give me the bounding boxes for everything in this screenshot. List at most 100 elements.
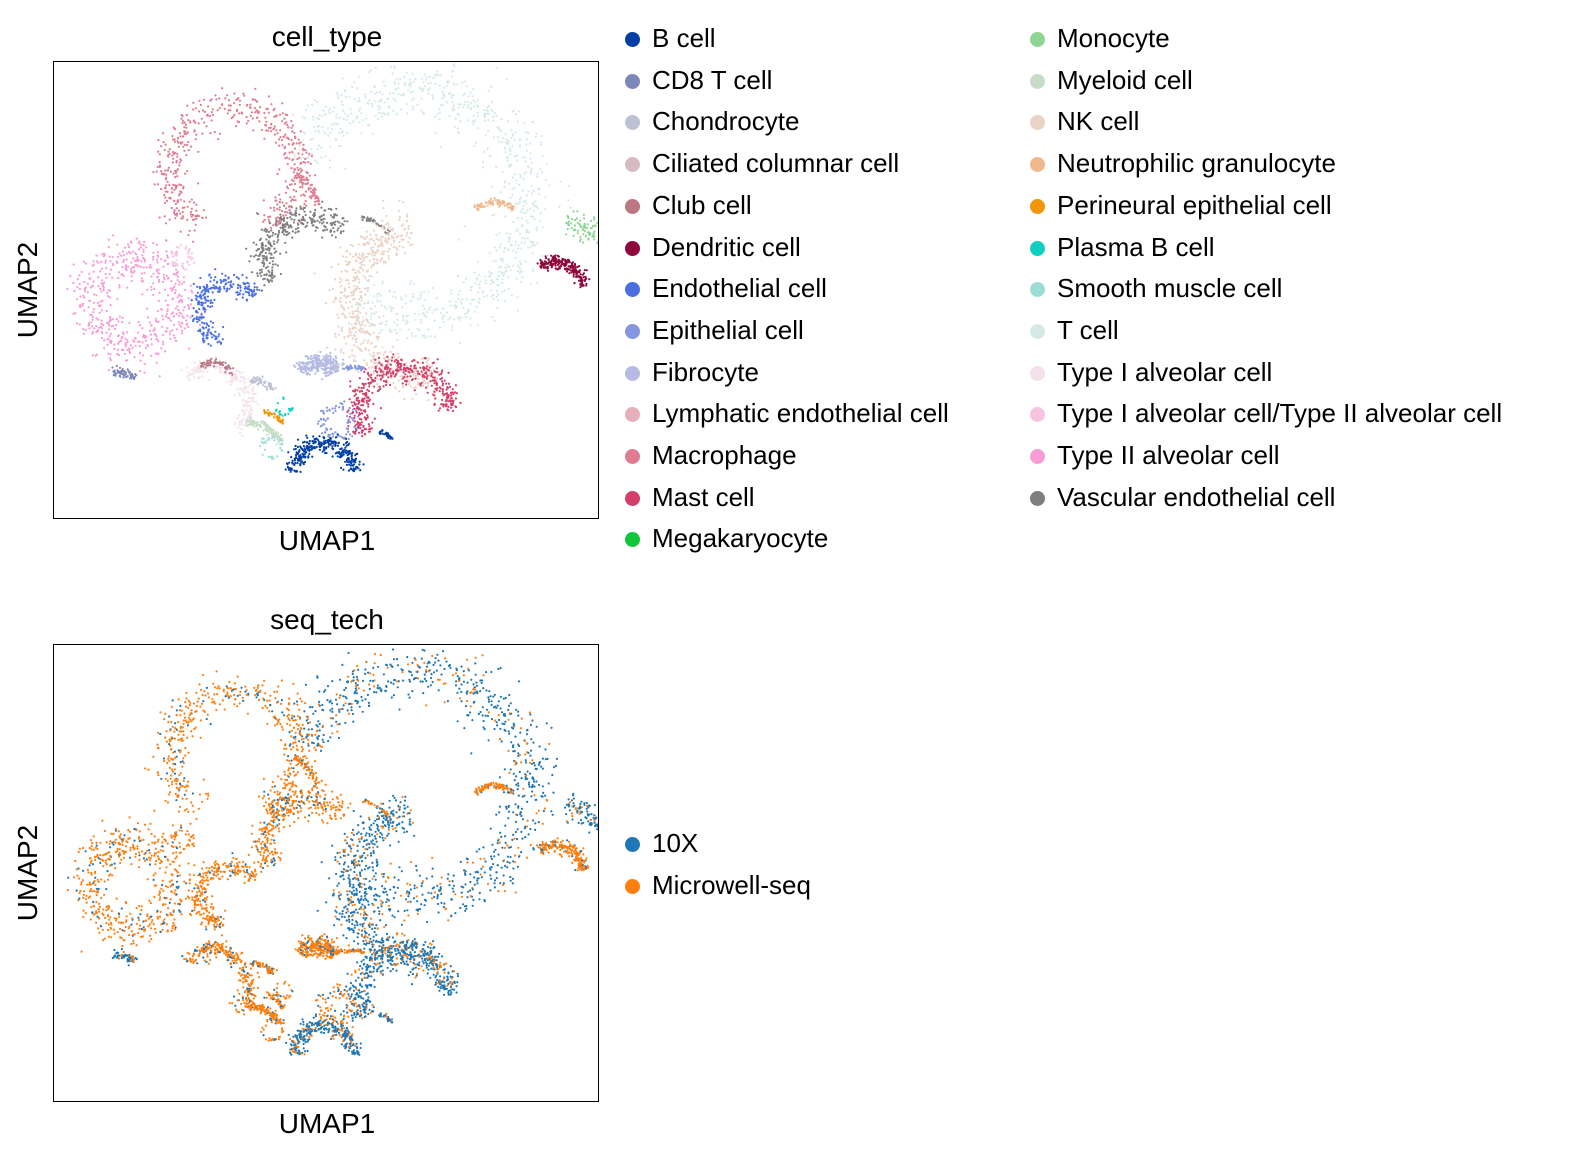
- data-point: [153, 183, 156, 186]
- data-point: [278, 208, 281, 211]
- data-point: [320, 219, 323, 222]
- data-point: [354, 316, 357, 319]
- data-point: [185, 126, 188, 129]
- data-point: [271, 269, 274, 272]
- data-point: [421, 334, 424, 337]
- data-point: [203, 288, 206, 291]
- data-point: [152, 272, 155, 275]
- data-point: [389, 65, 392, 68]
- data-point: [180, 298, 183, 301]
- data-point: [529, 157, 532, 160]
- data-point: [402, 223, 405, 226]
- data-point: [531, 252, 534, 255]
- data-point: [387, 234, 390, 237]
- data-point: [361, 119, 364, 122]
- data-point: [368, 259, 371, 262]
- data-point: [534, 135, 537, 138]
- data-point: [329, 208, 332, 211]
- data-point: [262, 429, 265, 432]
- data-point: [93, 293, 96, 296]
- data-point: [443, 314, 446, 317]
- data-point: [395, 369, 398, 372]
- data-point: [582, 283, 585, 286]
- data-point: [192, 201, 196, 204]
- data-point: [98, 311, 101, 314]
- data-point: [478, 301, 481, 304]
- data-point: [347, 262, 350, 265]
- data-point: [389, 363, 392, 366]
- data-point: [359, 303, 362, 306]
- data-point: [364, 237, 367, 240]
- data-point: [323, 359, 327, 362]
- data-point: [495, 295, 498, 298]
- data-point: [392, 353, 395, 356]
- data-point: [269, 279, 272, 282]
- data-point: [156, 276, 159, 279]
- data-point: [130, 270, 133, 273]
- data-point: [174, 169, 177, 173]
- data-point: [244, 399, 248, 402]
- data-point: [421, 77, 424, 80]
- data-point: [218, 369, 221, 372]
- data-point: [498, 232, 501, 235]
- data-point: [344, 260, 347, 263]
- data-point: [349, 385, 352, 388]
- data-point: [504, 147, 507, 150]
- data-point: [365, 218, 368, 221]
- data-point: [101, 299, 104, 302]
- data-point: [111, 318, 115, 321]
- data-point: [99, 287, 102, 290]
- data-point: [463, 225, 466, 228]
- data-point: [451, 101, 454, 104]
- data-point: [125, 331, 129, 334]
- data-point: [421, 361, 425, 364]
- data-point: [561, 257, 564, 260]
- data-point: [412, 386, 415, 389]
- data-point: [195, 315, 198, 319]
- data-point: [217, 361, 221, 364]
- data-point: [457, 106, 460, 109]
- data-point: [272, 256, 275, 259]
- data-point: [137, 321, 140, 324]
- data-point: [477, 105, 480, 108]
- data-point: [477, 291, 480, 294]
- data-point: [400, 93, 403, 97]
- data-point: [274, 430, 277, 433]
- data-point: [288, 205, 291, 208]
- data-point: [332, 357, 335, 361]
- data-point: [569, 269, 572, 272]
- data-point: [266, 234, 269, 237]
- data-point: [526, 209, 529, 212]
- data-point: [281, 201, 284, 204]
- data-point: [237, 284, 240, 287]
- data-point: [196, 291, 199, 294]
- data-point: [186, 304, 189, 307]
- data-point: [496, 306, 499, 310]
- data-point: [124, 337, 127, 340]
- data-point: [368, 430, 371, 433]
- data-point: [245, 298, 249, 301]
- data-point: [183, 200, 186, 203]
- data-point: [275, 224, 278, 227]
- data-point: [454, 391, 457, 394]
- data-point: [508, 206, 512, 209]
- data-point: [499, 204, 502, 207]
- data-point: [97, 318, 100, 321]
- data-point: [397, 355, 400, 358]
- data-point: [118, 340, 121, 343]
- data-point: [108, 324, 111, 327]
- data-point: [547, 254, 550, 257]
- data-point: [82, 260, 86, 263]
- data-point: [335, 297, 338, 300]
- data-point: [338, 277, 341, 280]
- data-point: [303, 210, 306, 213]
- data-point: [271, 266, 274, 269]
- data-point: [413, 370, 416, 373]
- data-point: [281, 144, 284, 147]
- data-point: [371, 301, 374, 304]
- data-point: [209, 360, 212, 363]
- data-point: [521, 225, 524, 228]
- data-point: [155, 170, 158, 173]
- data-point: [439, 146, 442, 149]
- data-point: [505, 232, 508, 235]
